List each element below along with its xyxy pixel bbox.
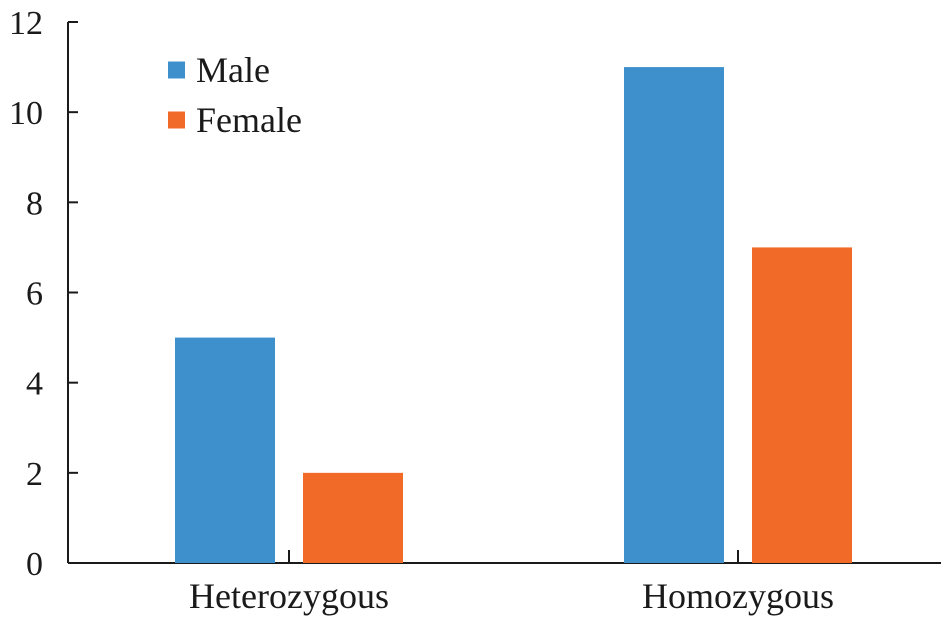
legend-label-female: Female [196,100,302,140]
x-tick-label: Homozygous [642,576,834,616]
bar-female-heterozygous [303,472,403,563]
y-tick-label: 4 [26,366,43,403]
y-tick-label: 12 [9,5,43,42]
x-tick-label: Heterozygous [189,576,389,616]
y-tick-label: 10 [9,95,43,132]
y-tick-label: 8 [26,185,43,222]
y-tick-label: 0 [26,546,43,583]
bar-female-homozygous [752,247,852,563]
y-tick-label: 2 [26,456,43,493]
bars [175,67,852,563]
legend-swatch-male [168,61,185,79]
y-tick-label: 6 [26,276,43,313]
legend-swatch-female [168,111,185,129]
legend-label-male: Male [196,50,270,90]
y-axis: 0 2 4 6 8 10 12 [9,5,78,583]
bar-male-heterozygous [175,337,275,563]
bar-male-homozygous [624,67,724,563]
legend: Male Female [168,50,302,140]
x-axis: Heterozygous Homozygous [68,550,941,616]
